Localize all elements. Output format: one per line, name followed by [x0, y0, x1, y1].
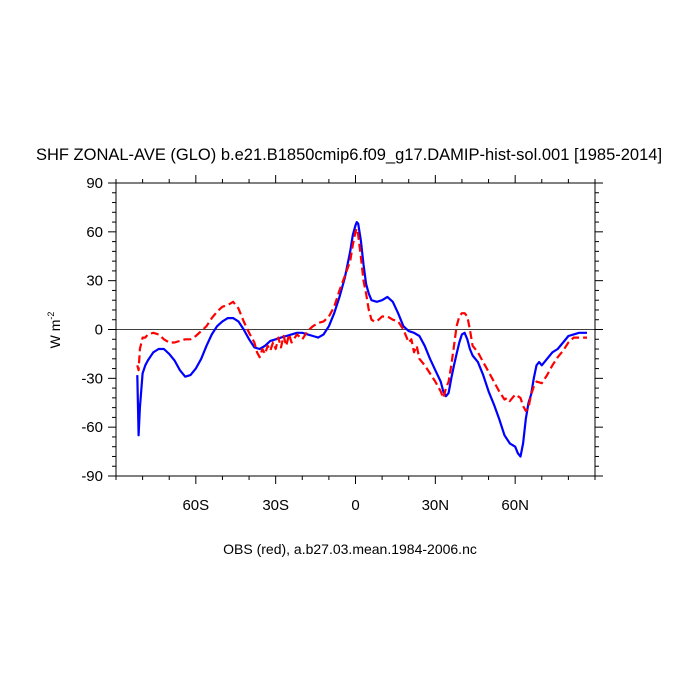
y-axis-label-superscript: -2: [46, 312, 56, 320]
x-tick-label: 0: [351, 497, 359, 514]
y-axis-label: W m-2: [46, 312, 63, 349]
x-tick-label: 60N: [501, 497, 529, 514]
y-tick-label: 30: [86, 273, 103, 290]
y-axis-label-text: W m: [47, 320, 63, 349]
y-tick-label: 0: [95, 322, 103, 339]
x-tick-label: 30N: [422, 497, 450, 514]
x-tick-label: 30S: [262, 497, 289, 514]
y-tick-label: -90: [81, 468, 103, 485]
model-series-line: [136, 221, 587, 458]
obs-series-line: [136, 227, 587, 412]
x-tick-label: 60S: [182, 497, 209, 514]
y-tick-label: -60: [81, 419, 103, 436]
chart-title: SHF ZONAL-AVE (GLO) b.e21.B1850cmip6.f09…: [36, 146, 662, 164]
y-tick-label: 60: [86, 224, 103, 241]
y-tick-label: -30: [81, 370, 103, 387]
chart-subtitle: OBS (red), a.b27.03.mean.1984-2006.nc: [223, 541, 477, 557]
y-tick-label: 90: [86, 175, 103, 192]
